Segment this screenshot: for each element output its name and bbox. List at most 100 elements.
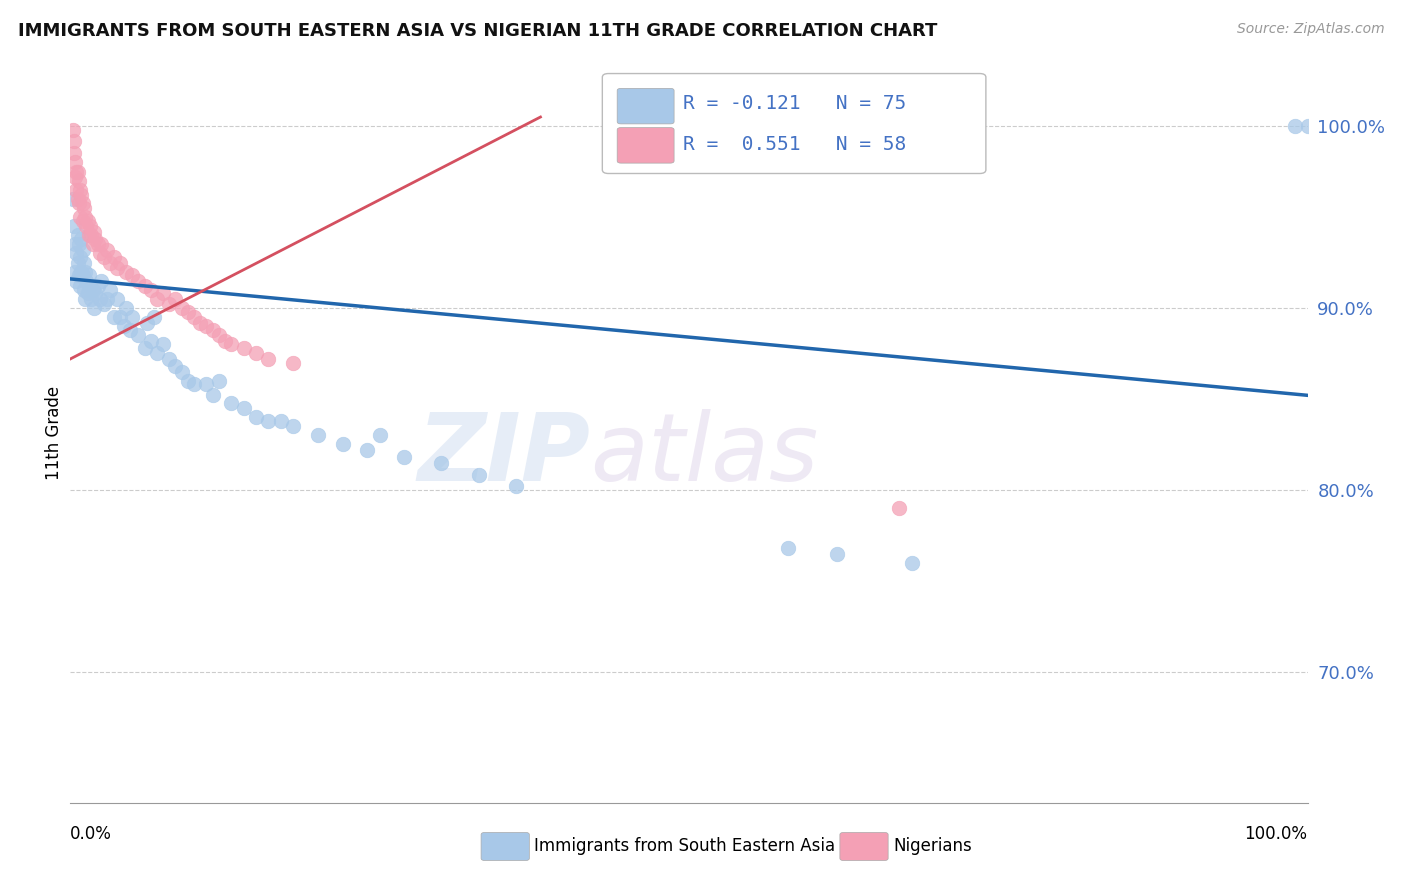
Point <box>201 323 224 337</box>
FancyBboxPatch shape <box>602 73 986 173</box>
Point <box>72 243 94 257</box>
Text: ZIP: ZIP <box>418 409 591 500</box>
Point <box>257 414 280 428</box>
Point <box>72 213 94 227</box>
Point <box>70 232 93 246</box>
Point <box>67 174 90 188</box>
Point <box>208 374 231 388</box>
Point <box>112 319 135 334</box>
Point <box>827 547 849 561</box>
Point <box>127 328 149 343</box>
Point <box>73 201 96 215</box>
Point <box>505 479 527 493</box>
Point <box>83 225 105 239</box>
FancyBboxPatch shape <box>617 128 673 163</box>
Point <box>232 341 254 355</box>
Point <box>67 195 90 210</box>
Point <box>1284 119 1306 133</box>
Point <box>82 283 104 297</box>
Point <box>134 279 156 293</box>
Point <box>467 468 489 483</box>
Point <box>115 265 138 279</box>
Point <box>63 219 86 234</box>
Point <box>889 501 911 516</box>
Point <box>121 310 143 325</box>
Point <box>281 419 304 434</box>
Point <box>136 316 159 330</box>
Point <box>86 279 108 293</box>
Point <box>63 134 86 148</box>
Point <box>98 283 121 297</box>
Point <box>93 297 115 311</box>
Point <box>245 410 267 425</box>
Point <box>75 274 97 288</box>
Point <box>177 304 200 318</box>
Point <box>66 192 89 206</box>
Point <box>90 274 112 288</box>
Point <box>195 377 218 392</box>
Point <box>63 146 86 161</box>
Point <box>118 323 141 337</box>
Point <box>208 328 231 343</box>
Point <box>146 346 169 360</box>
Point <box>170 301 193 315</box>
Text: Source: ZipAtlas.com: Source: ZipAtlas.com <box>1237 22 1385 37</box>
Point <box>65 183 87 197</box>
Point <box>188 316 211 330</box>
Point <box>76 213 98 227</box>
Point <box>65 237 87 252</box>
Text: R = -0.121   N = 75: R = -0.121 N = 75 <box>683 94 905 112</box>
Point <box>89 246 111 260</box>
Point <box>67 237 90 252</box>
FancyBboxPatch shape <box>481 832 529 861</box>
Point <box>115 301 138 315</box>
Point <box>75 265 97 279</box>
Point <box>232 401 254 415</box>
Point <box>183 310 205 325</box>
FancyBboxPatch shape <box>839 832 889 861</box>
Y-axis label: 11th Grade: 11th Grade <box>45 385 63 480</box>
Point <box>281 355 304 369</box>
Point <box>165 292 187 306</box>
Point <box>65 246 87 260</box>
Point <box>146 292 169 306</box>
Point <box>75 292 97 306</box>
Point <box>75 210 97 224</box>
Point <box>139 334 162 348</box>
Point <box>72 195 94 210</box>
FancyBboxPatch shape <box>617 88 673 124</box>
Point <box>73 283 96 297</box>
Point <box>80 292 103 306</box>
Point <box>96 243 118 257</box>
Point <box>69 279 91 293</box>
Point <box>73 255 96 269</box>
Point <box>134 341 156 355</box>
Point <box>82 237 104 252</box>
Point <box>70 265 93 279</box>
Point <box>79 279 101 293</box>
Point <box>195 319 218 334</box>
Point <box>80 228 103 243</box>
Point <box>103 250 125 264</box>
Point <box>157 351 180 366</box>
Point <box>183 377 205 392</box>
Point <box>170 365 193 379</box>
Point <box>65 164 87 178</box>
Point <box>89 292 111 306</box>
Point <box>152 286 174 301</box>
Point <box>103 310 125 325</box>
Point <box>65 265 87 279</box>
Text: 0.0%: 0.0% <box>70 824 112 843</box>
Point <box>177 374 200 388</box>
Point <box>67 268 90 283</box>
Point <box>1296 119 1319 133</box>
Point <box>108 310 131 325</box>
Point <box>394 450 416 465</box>
Point <box>84 232 107 246</box>
Text: 100.0%: 100.0% <box>1244 824 1308 843</box>
Point <box>62 192 84 206</box>
Point <box>76 286 98 301</box>
Point <box>77 268 100 283</box>
Point <box>93 250 115 264</box>
Point <box>69 183 91 197</box>
